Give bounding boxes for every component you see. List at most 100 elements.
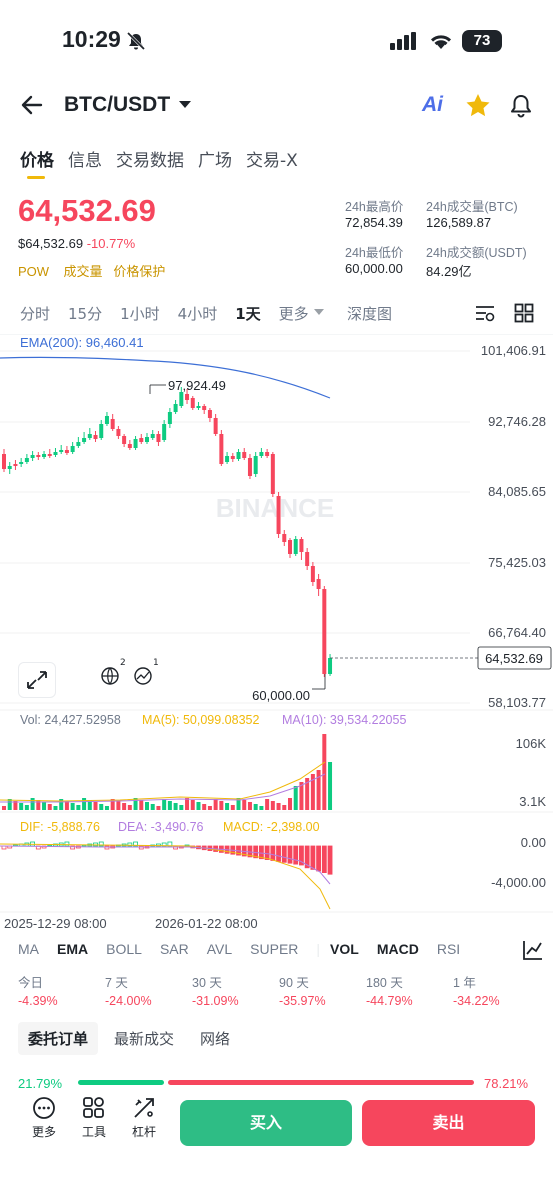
low-label: 24h最低价 — [345, 246, 404, 260]
candle-body — [259, 452, 264, 456]
candle-body — [36, 455, 41, 457]
buy-button[interactable]: 买入 — [180, 1100, 352, 1146]
candle-body — [87, 434, 92, 438]
indicator-boll[interactable]: BOLL — [106, 941, 142, 957]
indicator-rsi[interactable]: RSI — [436, 941, 461, 957]
indicator-sar[interactable]: SAR — [159, 941, 189, 957]
pair-title[interactable]: BTC/USDT — [64, 93, 171, 116]
depth-chart-tab[interactable]: 深度图 — [347, 305, 393, 323]
candle-body — [162, 424, 167, 440]
candle-body — [202, 406, 207, 410]
web-tool-button-1[interactable]: 2 — [98, 658, 126, 690]
more-dots-icon — [33, 1097, 55, 1119]
chart-settings-icon[interactable] — [474, 303, 496, 323]
tab-latest-trades[interactable]: 最新成交 — [114, 1030, 175, 1048]
volume-bar — [145, 802, 149, 810]
sell-button[interactable]: 卖出 — [362, 1100, 535, 1146]
volume-bar — [236, 798, 241, 810]
volume-bar — [82, 798, 87, 810]
tag-price-protection[interactable]: 价格保护 — [113, 264, 166, 279]
candle-body — [53, 452, 58, 455]
vol-tick: 3.1K — [519, 794, 546, 809]
candle-body — [116, 429, 121, 436]
tag-volume[interactable]: 成交量 — [63, 264, 103, 279]
favorite-star-icon[interactable] — [465, 93, 491, 118]
macd-bar — [281, 845, 287, 863]
performance-item: 今日 -4.39% — [18, 972, 58, 1008]
volume-bar — [299, 782, 304, 810]
candle-body — [145, 437, 149, 442]
indicator-ma[interactable]: MA — [18, 941, 39, 957]
indicator-ema[interactable]: EMA — [57, 941, 89, 957]
indicator-macd[interactable]: MACD — [376, 941, 419, 957]
interval-1d[interactable]: 1天 — [235, 305, 261, 323]
tab-info[interactable]: 信息 — [68, 151, 102, 171]
volume-bar — [87, 800, 92, 810]
performance-item: 90 天 -35.97% — [279, 972, 326, 1008]
candle-body — [173, 404, 178, 412]
price-tick: 58,103.77 — [488, 695, 546, 710]
ai-assistant-icon[interactable]: Ai — [422, 93, 443, 116]
back-arrow-icon[interactable] — [20, 94, 44, 116]
macd-bar — [327, 845, 333, 875]
tools-button[interactable]: 工具 — [74, 1096, 114, 1140]
volume-bar — [36, 800, 41, 810]
tab-network[interactable]: 网络 — [200, 1030, 231, 1048]
more-caret-icon[interactable] — [314, 309, 324, 316]
indicator-vol[interactable]: VOL — [330, 941, 359, 957]
date-tick: 2025-12-29 08:00 — [4, 916, 107, 931]
candlestick-chart[interactable]: BINANCE EMA(200): 96,460.41 101,406.91 9… — [0, 334, 553, 934]
volume-bar — [276, 803, 281, 810]
candle-body — [82, 438, 87, 442]
volume-bar — [24, 805, 29, 810]
pair-dropdown-caret-icon[interactable] — [178, 100, 192, 110]
price-axis: 101,406.91 92,746.28 84,085.65 75,425.03… — [481, 343, 546, 710]
interval-time[interactable]: 分时 — [20, 305, 51, 323]
candle-body — [242, 452, 247, 458]
tab-open-orders[interactable]: 委托订单 — [18, 1022, 99, 1055]
indicator-super[interactable]: SUPER — [250, 941, 299, 957]
ema-200-line — [0, 356, 331, 399]
web-tool-button-2[interactable]: 1 — [131, 658, 159, 690]
interval-more[interactable]: 更多 — [278, 305, 309, 323]
web-tool-badge: 1 — [153, 658, 159, 668]
notification-bell-icon[interactable] — [509, 93, 533, 118]
vol-usdt-value: 84.29亿 — [426, 264, 472, 279]
volume-bar — [179, 805, 184, 810]
interval-4h[interactable]: 4小时 — [177, 305, 218, 323]
layout-grid-icon[interactable] — [514, 303, 534, 323]
volume-bar — [139, 800, 144, 810]
candle-body — [167, 412, 172, 424]
margin-button[interactable]: 杠杆 — [124, 1096, 164, 1140]
tab-square[interactable]: 广场 — [198, 151, 232, 171]
indicator-avl[interactable]: AVL — [206, 941, 233, 957]
candle-body — [70, 446, 75, 452]
margin-icon — [134, 1098, 154, 1118]
margin-label: 杠杆 — [131, 1125, 156, 1139]
dif-line — [0, 843, 331, 910]
ma10-label: MA(10): 39,534.22055 — [282, 713, 406, 727]
price-tick: 84,085.65 — [488, 484, 546, 499]
fullscreen-button[interactable] — [18, 662, 56, 698]
candle-body — [236, 452, 241, 459]
volume-bar — [270, 801, 275, 810]
interval-1h[interactable]: 1小时 — [120, 305, 160, 323]
volume-bar — [213, 799, 218, 810]
more-button[interactable]: 更多 — [24, 1096, 64, 1140]
tab-trade-x[interactable]: 交易-X — [246, 151, 298, 171]
candle-body — [299, 539, 304, 552]
tab-price[interactable]: 价格 — [20, 151, 54, 171]
indicator-settings-icon[interactable] — [522, 939, 544, 961]
volume-bar — [225, 803, 230, 810]
high-label: 24h最高价 — [345, 200, 404, 214]
candle-body — [305, 552, 310, 566]
volume-bar — [110, 799, 115, 810]
macd-bar — [293, 845, 299, 865]
interval-15m[interactable]: 15分 — [68, 305, 103, 323]
volume-bar — [13, 801, 18, 810]
tab-trading-data[interactable]: 交易数据 — [116, 151, 184, 171]
tag-pow[interactable]: POW — [18, 264, 50, 279]
candle-body — [207, 410, 212, 418]
ema-label: EMA(200): 96,460.41 — [20, 335, 144, 350]
candle-body — [230, 456, 235, 459]
